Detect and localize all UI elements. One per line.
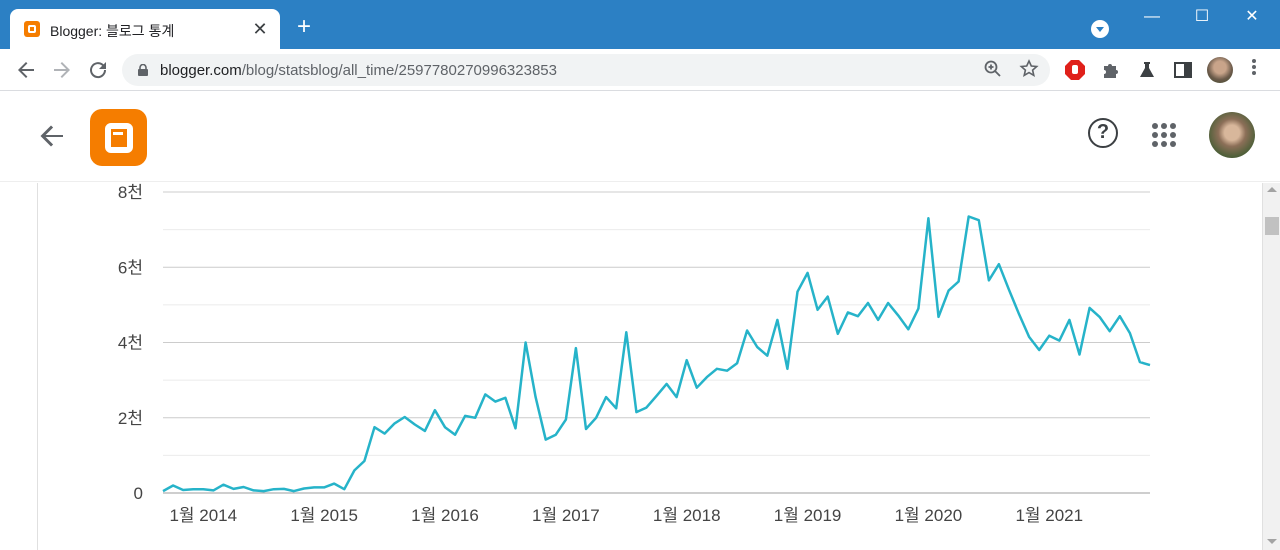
y-tick-label: 0	[134, 484, 143, 503]
reload-icon[interactable]	[86, 58, 110, 82]
x-tick-label: 1월 2017	[532, 506, 600, 525]
x-tick-label: 1월 2019	[774, 506, 842, 525]
app-header: ?	[0, 92, 1280, 182]
x-tick-label: 1월 2020	[895, 506, 963, 525]
maximize-button[interactable]: ☐	[1194, 8, 1210, 25]
star-icon[interactable]	[1018, 59, 1040, 81]
flask-icon[interactable]	[1136, 59, 1158, 81]
x-tick-label: 1월 2015	[290, 506, 358, 525]
new-tab-button[interactable]: +	[296, 13, 311, 40]
x-tick-label: 1월 2018	[653, 506, 721, 525]
profile-avatar[interactable]	[1207, 57, 1233, 83]
x-tick-label: 1월 2014	[169, 506, 237, 525]
puzzle-icon[interactable]	[1100, 59, 1122, 81]
address-bar[interactable]: blogger.com/blog/statsblog/all_time/2597…	[122, 54, 1050, 86]
tab-search-icon[interactable]	[1091, 20, 1109, 38]
sidepanel-icon[interactable]	[1172, 59, 1194, 81]
y-tick-label: 4천	[118, 334, 143, 353]
forward-icon[interactable]	[50, 58, 74, 82]
zoom-icon[interactable]	[982, 59, 1004, 81]
back-icon[interactable]	[14, 58, 38, 82]
x-tick-label: 1월 2021	[1015, 506, 1083, 525]
close-window-button[interactable]: ✕	[1245, 8, 1259, 25]
scroll-up-icon[interactable]	[1267, 187, 1277, 192]
minimize-button[interactable]: —	[1144, 8, 1160, 25]
tab-close-icon[interactable]: ✕	[252, 19, 268, 39]
y-tick-label: 2천	[118, 409, 143, 428]
pageviews-series-line	[162, 215, 1151, 493]
scroll-down-icon[interactable]	[1267, 539, 1277, 544]
url-text: blogger.com/blog/statsblog/all_time/2597…	[160, 62, 557, 79]
help-icon[interactable]: ?	[1088, 118, 1118, 148]
menu-icon[interactable]	[1244, 58, 1264, 82]
y-tick-label: 8천	[118, 183, 143, 202]
apps-grid-icon[interactable]	[1152, 123, 1176, 147]
browser-toolbar: blogger.com/blog/statsblog/all_time/2597…	[0, 49, 1280, 91]
card-border	[37, 183, 38, 550]
lock-icon	[138, 64, 148, 76]
scrollbar-thumb[interactable]	[1265, 217, 1279, 235]
browser-titlebar: Blogger: 블로그 통계 ✕ + — ☐ ✕	[0, 0, 1280, 49]
account-avatar[interactable]	[1209, 112, 1255, 158]
blogger-favicon-icon	[24, 21, 40, 37]
browser-tab[interactable]: Blogger: 블로그 통계 ✕	[10, 9, 280, 49]
stats-content: 0 2천 4천 6천 8천 1월 2014 1월 2015 1월 2016 1월 2017 1월 …	[0, 183, 1262, 550]
y-tick-label: 6천	[118, 258, 143, 277]
back-arrow-icon[interactable]	[36, 120, 68, 152]
tab-title: Blogger: 블로그 통계	[50, 23, 175, 39]
extension-adblock-icon[interactable]	[1064, 59, 1086, 81]
blogger-logo[interactable]	[90, 109, 147, 166]
vertical-scrollbar[interactable]	[1262, 183, 1280, 550]
pageviews-chart: 0 2천 4천 6천 8천 1월 2014 1월 2015 1월 2016 1월 2017 1월 …	[118, 183, 1151, 525]
x-tick-label: 1월 2016	[411, 506, 479, 525]
